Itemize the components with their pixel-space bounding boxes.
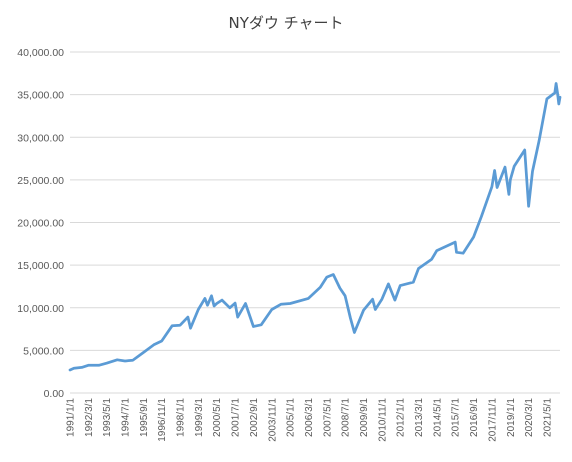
series-layer — [68, 82, 562, 372]
x-tick-label: 1993/5/1 — [102, 398, 113, 437]
x-tick-label: 2016/9/1 — [469, 398, 480, 437]
x-tick-label: 2005/1/1 — [286, 398, 297, 437]
gridlines — [70, 51, 560, 394]
x-tick-label: 2001/7/1 — [231, 398, 242, 437]
x-tick-label: 1991/1/1 — [66, 398, 77, 437]
y-axis: 0.00 5,000.00 10,000.00 15,000.00 20,000.00 2… — [17, 47, 64, 400]
x-axis: 1991/1/1 1992/3/1 1993/5/1 1994/7/1 1995/9/1… — [66, 398, 554, 442]
x-tick-label: 2003/11/1 — [267, 398, 278, 442]
y-tick-label: 40,000.00 — [17, 47, 64, 59]
x-tick-label: 2010/11/1 — [377, 398, 388, 442]
x-tick-label: 2007/5/1 — [322, 398, 333, 437]
x-tick-label: 2014/5/1 — [432, 398, 443, 437]
x-tick-label: 2000/5/1 — [212, 398, 223, 437]
x-tick-label: 2017/11/1 — [487, 398, 498, 442]
x-tick-label: 1992/3/1 — [84, 398, 95, 437]
y-tick-label: 10,000.00 — [17, 303, 64, 315]
x-tick-label: 2021/5/1 — [542, 398, 553, 437]
x-tick-label: 2002/9/1 — [249, 398, 260, 437]
x-tick-label: 1995/9/1 — [139, 398, 150, 437]
x-tick-label: 1994/7/1 — [121, 398, 132, 437]
y-tick-label: 25,000.00 — [17, 175, 64, 187]
x-tick-label: 2006/3/1 — [304, 398, 315, 437]
series-line — [68, 82, 562, 372]
x-tick-label: 2015/7/1 — [451, 398, 462, 437]
chart-title: NYダウ チャート — [228, 14, 343, 32]
y-tick-label: 15,000.00 — [17, 260, 64, 272]
x-tick-label: 2009/9/1 — [359, 398, 370, 437]
x-tick-label: 1999/3/1 — [194, 398, 205, 437]
x-tick-label: 2019/1/1 — [506, 398, 517, 437]
x-tick-label: 1998/1/1 — [176, 398, 187, 437]
y-tick-label: 35,000.00 — [17, 90, 64, 102]
x-tick-label: 2020/3/1 — [524, 398, 535, 437]
x-tick-label: 1996/11/1 — [157, 398, 168, 442]
x-tick-label: 2013/3/1 — [414, 398, 425, 437]
y-tick-label: 20,000.00 — [17, 218, 64, 230]
y-tick-label: 30,000.00 — [17, 132, 64, 144]
y-tick-label: 5,000.00 — [23, 345, 64, 357]
x-tick-label: 2012/1/1 — [396, 398, 407, 437]
y-tick-label: 0.00 — [44, 388, 65, 400]
x-tick-label: 2008/7/1 — [341, 398, 352, 437]
